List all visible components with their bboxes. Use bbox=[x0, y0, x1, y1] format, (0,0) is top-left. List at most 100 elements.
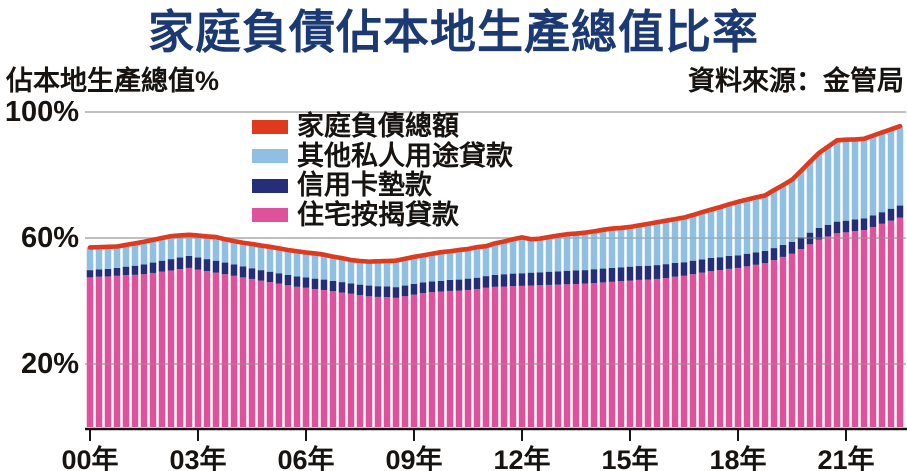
bar-segment bbox=[392, 297, 400, 427]
bar-segment bbox=[806, 161, 814, 233]
bar-segment bbox=[275, 283, 283, 427]
bar-segment bbox=[707, 257, 715, 272]
bar-segment bbox=[347, 293, 355, 427]
bar-segment bbox=[329, 280, 337, 292]
bar-segment bbox=[518, 237, 526, 274]
bar-segment bbox=[482, 246, 490, 277]
bar-segment bbox=[662, 264, 670, 278]
bar-segment bbox=[824, 146, 832, 225]
bar-segment bbox=[221, 274, 229, 428]
bar-segment bbox=[617, 227, 625, 268]
bar-segment bbox=[140, 241, 148, 265]
bar-segment bbox=[563, 270, 571, 285]
bar-segment bbox=[833, 140, 841, 222]
bar-segment bbox=[491, 274, 499, 287]
bar-segment bbox=[437, 252, 445, 281]
bar-segment bbox=[698, 212, 706, 260]
bar-segment bbox=[644, 223, 652, 266]
bar-segment bbox=[887, 129, 895, 209]
bar-segment bbox=[752, 197, 760, 253]
bar-segment bbox=[689, 274, 697, 428]
bar-segment bbox=[572, 270, 580, 284]
bar-segment bbox=[275, 248, 283, 274]
bar-segment bbox=[527, 239, 535, 273]
bar-segment bbox=[500, 286, 508, 427]
bar-segment bbox=[878, 223, 886, 427]
bar-segment bbox=[284, 285, 292, 427]
bar-segment bbox=[707, 209, 715, 258]
bar-segment bbox=[410, 256, 418, 284]
bar-segment bbox=[662, 278, 670, 427]
bar-segment bbox=[185, 267, 193, 427]
x-tick-label: 06年 bbox=[277, 445, 335, 471]
bar-segment bbox=[851, 231, 859, 427]
bar-segment bbox=[716, 207, 724, 258]
bar-segment bbox=[590, 231, 598, 270]
bar-segment bbox=[446, 290, 454, 427]
bar-segment bbox=[194, 269, 202, 427]
bar-segment bbox=[392, 287, 400, 298]
bar-segment bbox=[698, 272, 706, 427]
bar-segment bbox=[257, 270, 265, 281]
bar-segment bbox=[671, 262, 679, 277]
bar-segment bbox=[248, 243, 256, 269]
bar-segment bbox=[734, 201, 742, 256]
bar-segment bbox=[788, 179, 796, 242]
bar-segment bbox=[590, 283, 598, 427]
bar-segment bbox=[311, 253, 319, 279]
bar-segment bbox=[158, 260, 166, 272]
bar-segment bbox=[329, 291, 337, 428]
bar-segment bbox=[734, 267, 742, 427]
bar-segment bbox=[356, 261, 364, 285]
bar-segment bbox=[896, 205, 904, 218]
bar-segment bbox=[302, 252, 310, 278]
bar-segment bbox=[536, 238, 544, 273]
bar-segment bbox=[491, 243, 499, 275]
legend-label: 其他私人用途貸款 bbox=[297, 140, 513, 171]
bar-segment bbox=[590, 269, 598, 284]
bar-segment bbox=[320, 254, 328, 280]
bar-segment bbox=[383, 297, 391, 427]
bar-segment bbox=[302, 277, 310, 288]
bar-segment bbox=[248, 268, 256, 279]
bar-segment bbox=[410, 294, 418, 427]
bar-segment bbox=[770, 248, 778, 261]
bar-segment bbox=[563, 284, 571, 427]
bar-segment bbox=[689, 260, 697, 275]
bar-segment bbox=[797, 237, 805, 250]
bar-segment bbox=[896, 126, 904, 206]
bar-segment bbox=[599, 229, 607, 269]
bar-segment bbox=[518, 273, 526, 286]
y-tick-label: 60% bbox=[20, 222, 79, 254]
bar-segment bbox=[329, 256, 337, 281]
bar-segment bbox=[266, 271, 274, 283]
bar-segment bbox=[545, 284, 553, 427]
legend: 家庭負債總額 其他私人用途貸款 信用卡墊款 住宅按揭貸款 bbox=[252, 112, 513, 230]
bar-segment bbox=[599, 282, 607, 427]
bar-segment bbox=[680, 262, 688, 276]
bar-segment bbox=[383, 286, 391, 298]
bar-segment bbox=[725, 255, 733, 269]
bar-segment bbox=[761, 250, 769, 264]
bar-segment bbox=[743, 266, 751, 427]
bar-segment bbox=[797, 249, 805, 427]
bar-segment bbox=[131, 243, 139, 266]
bar-segment bbox=[203, 259, 211, 272]
bar-segment bbox=[374, 286, 382, 297]
legend-item: 家庭負債總額 bbox=[252, 112, 513, 142]
legend-swatch-icon bbox=[252, 149, 288, 164]
legend-swatch-icon bbox=[252, 178, 288, 193]
bar-segment bbox=[680, 275, 688, 427]
legend-swatch-icon bbox=[252, 119, 288, 134]
bar-segment bbox=[221, 239, 229, 263]
x-tick-label: 18年 bbox=[709, 445, 767, 471]
bar-segment bbox=[743, 253, 751, 267]
bar-segment bbox=[860, 218, 868, 231]
bar-segment bbox=[635, 266, 643, 280]
bar-segment bbox=[752, 264, 760, 427]
bar-segment bbox=[275, 273, 283, 284]
bar-segment bbox=[176, 235, 184, 258]
bar-segment bbox=[293, 251, 301, 277]
bar-segment bbox=[230, 275, 238, 427]
